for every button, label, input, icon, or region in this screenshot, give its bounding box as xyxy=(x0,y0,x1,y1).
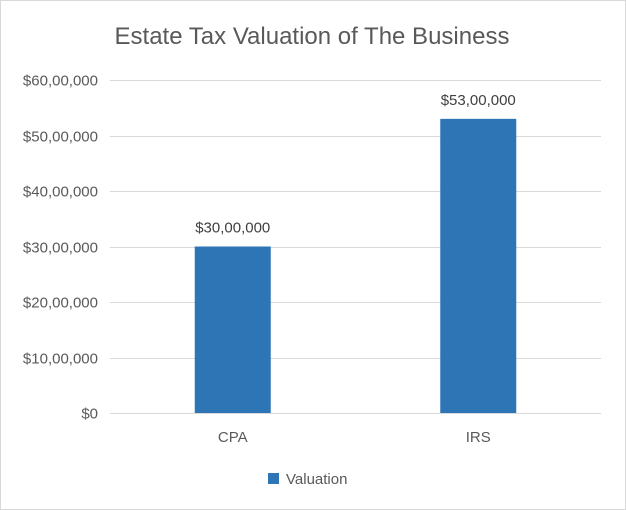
chart-title: Estate Tax Valuation of The Business xyxy=(115,23,510,50)
y-tick-label: $40,00,000 xyxy=(23,184,98,201)
y-tick-label: $0 xyxy=(81,406,98,423)
data-label: $53,00,000 xyxy=(441,92,516,109)
legend-swatch xyxy=(268,473,279,484)
y-tick-label: $50,00,000 xyxy=(23,129,98,146)
x-tick-label: CPA xyxy=(218,429,248,446)
y-tick-label: $10,00,000 xyxy=(23,351,98,368)
x-tick-label: IRS xyxy=(466,429,491,446)
legend: Valuation xyxy=(268,471,347,488)
data-label: $30,00,000 xyxy=(195,220,270,237)
y-tick-label: $30,00,000 xyxy=(23,240,98,257)
bars xyxy=(194,118,517,413)
legend-label: Valuation xyxy=(286,471,347,488)
x-axis-tick-labels: CPA IRS xyxy=(218,429,491,446)
y-tick-label: $60,00,000 xyxy=(23,73,98,90)
y-axis-tick-labels: $0 $10,00,000 $20,00,000 $30,00,000 $40,00,0… xyxy=(23,73,98,423)
y-tick-label: $20,00,000 xyxy=(23,295,98,312)
bar-cpa xyxy=(194,246,271,413)
data-labels: $30,00,000 $53,00,000 xyxy=(195,92,516,237)
bar-irs xyxy=(440,118,517,413)
gridlines xyxy=(110,80,601,414)
